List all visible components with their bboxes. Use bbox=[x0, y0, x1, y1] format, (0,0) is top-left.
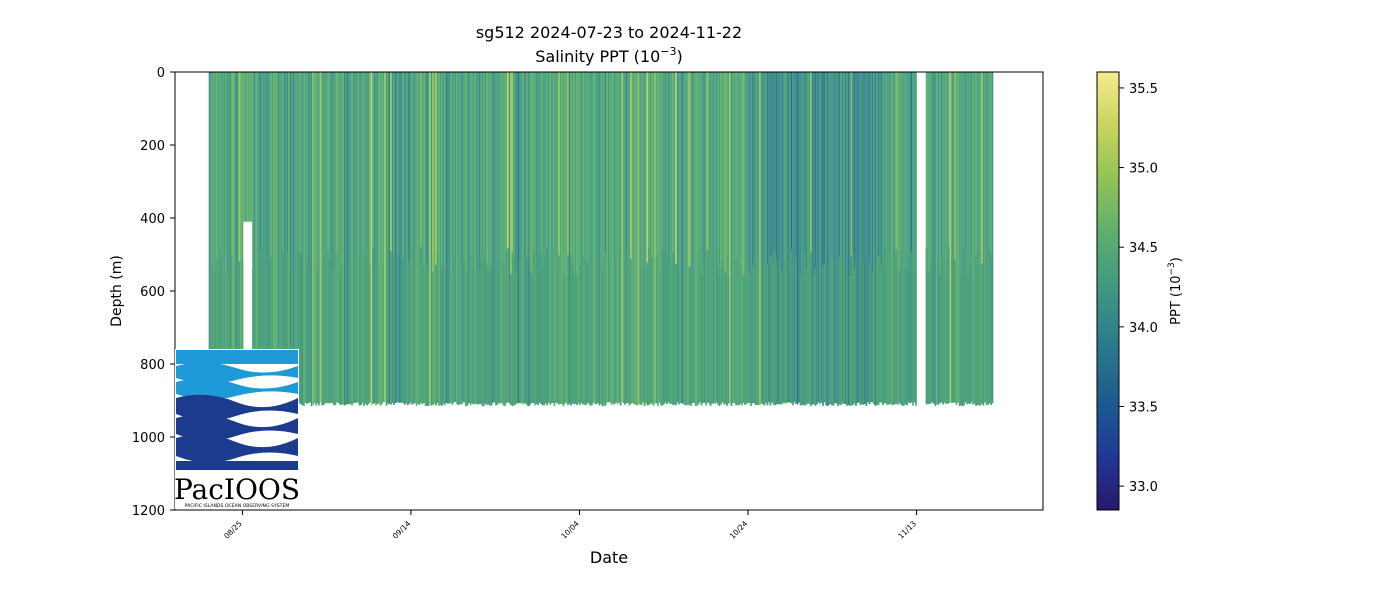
colorbar bbox=[1096, 71, 1120, 511]
y-tick-label: 1000 bbox=[132, 431, 165, 446]
x-axis-label: Date bbox=[590, 548, 628, 567]
x-tick-label: 09/14 bbox=[391, 519, 413, 541]
y-tick-label: 0 bbox=[157, 66, 165, 81]
x-tick-label: 10/04 bbox=[559, 519, 581, 541]
y-tick-label: 600 bbox=[140, 285, 165, 300]
colorbar-tick-label: 33.0 bbox=[1129, 480, 1158, 495]
x-tick-label: 11/13 bbox=[896, 519, 918, 541]
chart-subtitle: Salinity PPT (10−3) bbox=[535, 45, 683, 66]
chart-title: sg512 2024-07-23 to 2024-11-22 bbox=[476, 23, 742, 42]
colorbar-axis: 33.0 33.5 34.0 34.5 35.0 35.5 bbox=[1119, 82, 1158, 495]
y-tick-label: 800 bbox=[140, 358, 165, 373]
logo-tagline: PACIFIC ISLANDS OCEAN OBSERVING SYSTEM bbox=[185, 503, 290, 509]
salinity-heatmap bbox=[208, 72, 994, 407]
colorbar-tick-label: 35.5 bbox=[1129, 82, 1158, 97]
y-tick-label: 1200 bbox=[132, 504, 165, 519]
colorbar-tick-label: 35.0 bbox=[1129, 162, 1158, 177]
x-tick-label: 08/25 bbox=[222, 519, 244, 541]
logo-wordmark: PacIOOS bbox=[174, 473, 300, 506]
y-tick-label: 200 bbox=[140, 139, 165, 154]
y-axis: 0 200 400 600 800 1000 1200 bbox=[132, 66, 175, 519]
x-axis: 08/25 09/14 10/04 10/24 11/13 bbox=[222, 510, 918, 541]
colorbar-label: PPT (10−3) bbox=[1167, 257, 1184, 325]
colorbar-tick-label: 34.0 bbox=[1129, 321, 1158, 336]
colorbar-tick-label: 34.5 bbox=[1129, 241, 1158, 256]
y-tick-label: 400 bbox=[140, 212, 165, 227]
pacioos-logo: PacIOOS PACIFIC ISLANDS OCEAN OBSERVING … bbox=[174, 349, 300, 509]
colorbar-tick-label: 33.5 bbox=[1129, 400, 1158, 415]
y-axis-label: Depth (m) bbox=[109, 255, 125, 327]
x-tick-label: 10/24 bbox=[728, 519, 750, 541]
